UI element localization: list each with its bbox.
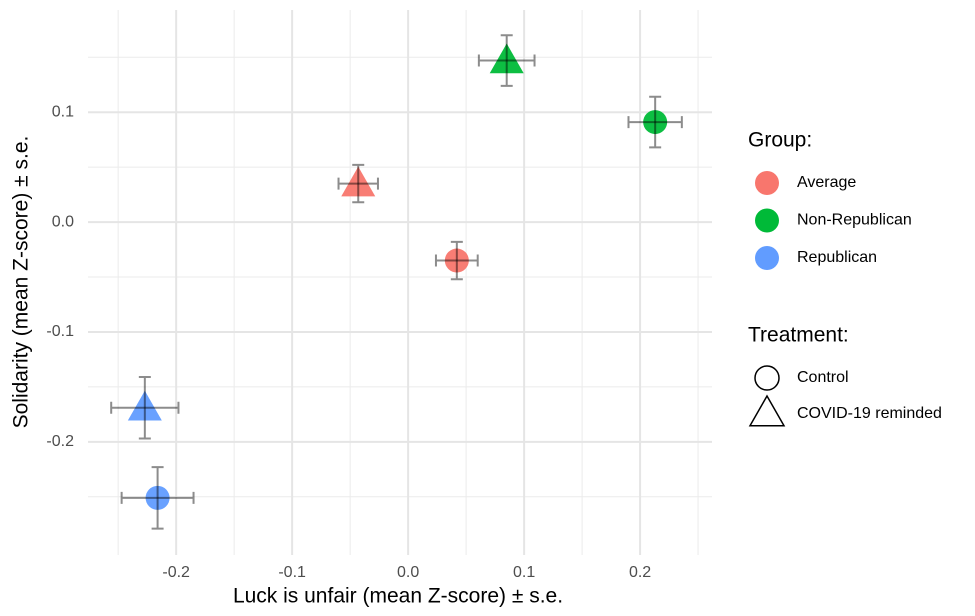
point [127,390,162,421]
point [444,248,469,273]
legend-label: Non-Republican [797,212,912,229]
x-tick-label: -0.2 [162,564,190,581]
legend-swatch [755,246,779,270]
x-error-bar [337,177,379,190]
legend-label: Republican [797,249,877,266]
x-tick-label: 0.2 [629,564,651,581]
y-axis-title: Solidarity (mean Z-score) ± s.e. [10,136,33,429]
x-error-bar [120,491,195,504]
y-tick-label: 0.0 [52,213,74,230]
x-error-bar [477,54,536,67]
x-tick-label: -0.1 [278,564,306,581]
x-tick-label: 0.0 [397,564,419,581]
point [489,43,524,74]
legend-label: Control [797,369,849,386]
x-error-bar [110,401,180,414]
legend-swatch [754,365,780,391]
x-error-bar [434,254,479,267]
y-error-bar [500,34,513,87]
legend-swatch [755,171,779,195]
legend-title: Group: [748,129,812,152]
y-tick-label: 0.1 [52,103,74,120]
y-error-bar [151,466,164,530]
x-error-bar [627,116,683,129]
legend-swatch [748,394,786,427]
x-tick-label: 0.1 [513,564,535,581]
y-tick-label: -0.1 [46,323,74,340]
point [145,485,170,510]
legend-label: COVID-19 reminded [797,405,942,422]
y-error-bar [352,163,365,204]
x-axis-title: Luck is unfair (mean Z-score) ± s.e. [233,585,563,608]
legend-swatch [755,208,779,233]
y-tick-label: -0.2 [46,433,74,450]
legend-title: Treatment: [748,324,849,347]
y-error-bar [649,95,662,149]
legend-label: Average [797,174,856,191]
point [643,110,668,135]
y-error-bar [450,240,463,281]
y-error-bar [138,375,151,440]
point [341,166,376,197]
